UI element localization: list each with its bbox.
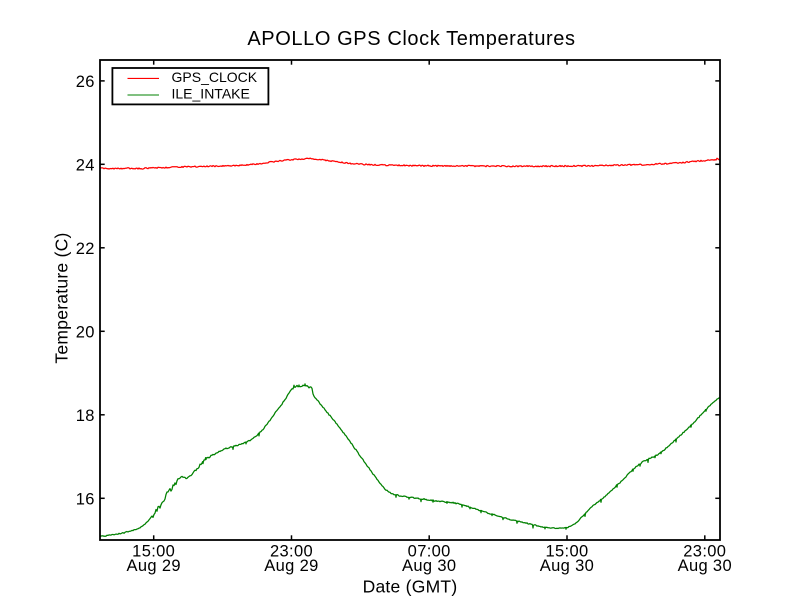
svg-text:Aug 29: Aug 29 xyxy=(126,557,180,575)
svg-text:Aug 30: Aug 30 xyxy=(540,557,594,575)
svg-text:Date (GMT): Date (GMT) xyxy=(363,577,458,597)
svg-text:GPS_CLOCK: GPS_CLOCK xyxy=(172,69,258,85)
svg-text:18: 18 xyxy=(76,407,95,425)
svg-text:23:00: 23:00 xyxy=(683,542,726,560)
svg-text:15:00: 15:00 xyxy=(132,542,175,560)
svg-text:22: 22 xyxy=(76,240,95,258)
svg-text:20: 20 xyxy=(76,323,95,341)
svg-text:Temperature (C): Temperature (C) xyxy=(52,232,72,363)
svg-text:Aug 30: Aug 30 xyxy=(402,557,456,575)
svg-text:15:00: 15:00 xyxy=(545,542,588,560)
svg-text:APOLLO GPS Clock Temperatures: APOLLO GPS Clock Temperatures xyxy=(247,28,575,50)
svg-text:16: 16 xyxy=(76,490,95,508)
svg-text:Aug 29: Aug 29 xyxy=(264,557,318,575)
svg-text:24: 24 xyxy=(76,156,95,174)
svg-text:07:00: 07:00 xyxy=(408,542,451,560)
svg-text:23:00: 23:00 xyxy=(270,542,313,560)
svg-text:Aug 30: Aug 30 xyxy=(678,557,732,575)
svg-text:ILE_INTAKE: ILE_INTAKE xyxy=(172,86,250,102)
svg-text:26: 26 xyxy=(76,73,95,91)
